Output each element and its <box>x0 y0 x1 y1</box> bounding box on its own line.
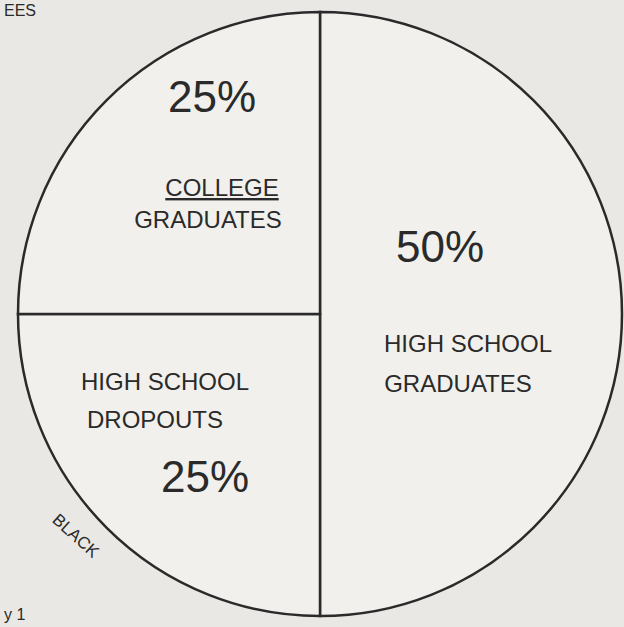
svg-text:HIGH SCHOOL: HIGH SCHOOL <box>384 330 552 357</box>
svg-text:y 1: y 1 <box>4 606 25 623</box>
svg-text:DROPOUTS: DROPOUTS <box>87 406 223 433</box>
svg-text:25%: 25% <box>161 452 249 501</box>
svg-text:GRADUATES: GRADUATES <box>384 370 532 397</box>
svg-text:HIGH SCHOOL: HIGH SCHOOL <box>81 368 249 395</box>
svg-text:25%: 25% <box>168 72 256 121</box>
svg-text:COLLEGE: COLLEGE <box>165 174 278 201</box>
svg-text:EES: EES <box>4 2 36 19</box>
svg-text:50%: 50% <box>396 222 484 271</box>
svg-text:BLACK: BLACK <box>49 510 104 562</box>
svg-text:GRADUATES: GRADUATES <box>134 206 282 233</box>
